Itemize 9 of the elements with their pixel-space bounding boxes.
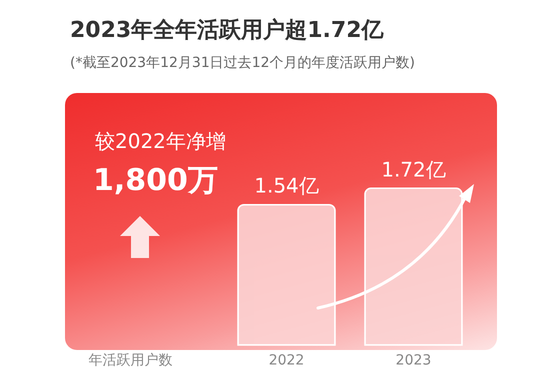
x-axis-title: 年活跃用户数 — [88, 352, 172, 368]
data-label: 1.72亿 — [381, 157, 446, 182]
text: 1,800万 — [93, 162, 218, 200]
data-label: 1.54亿 — [254, 174, 319, 198]
chart-title: 2023年全年活跃用户超1.72亿 — [70, 17, 385, 43]
chart-subtitle: (*截至2023年12月31日过去12个月的年度活跃用户数) — [70, 55, 415, 71]
text: 较2022年净增 — [95, 128, 226, 155]
x-tick-label: 2022 — [268, 352, 304, 368]
x-tick-label: 2023 — [396, 352, 432, 368]
